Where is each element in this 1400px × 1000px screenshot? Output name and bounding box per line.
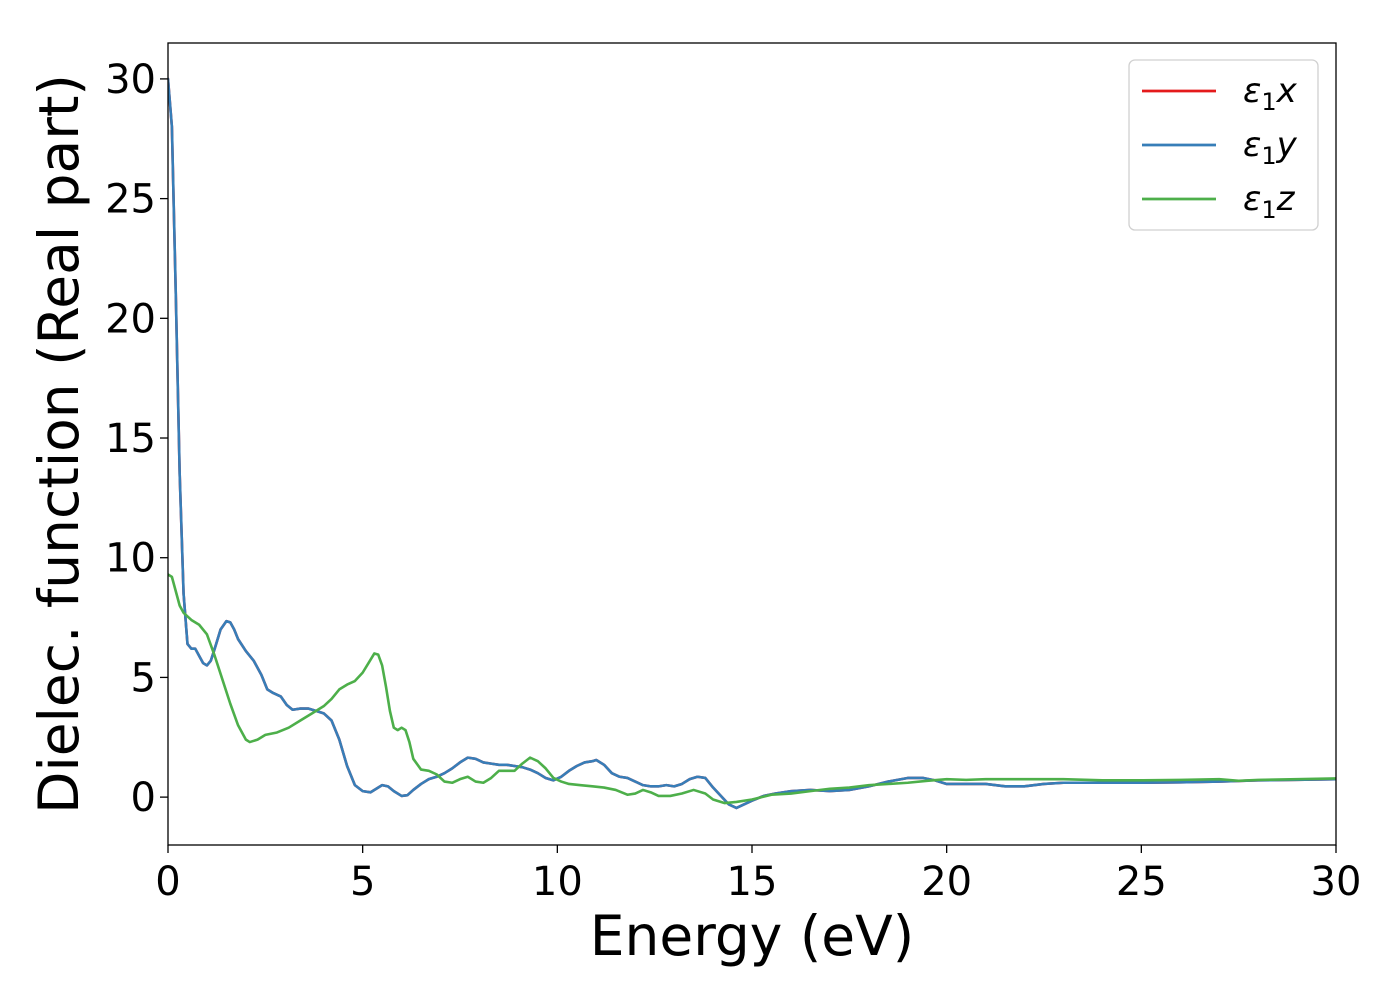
x-axis-ticks: 0 5 10 15 20 25 30	[155, 845, 1361, 905]
x-tick-label: 0	[155, 859, 180, 905]
x-tick-label: 30	[1311, 859, 1362, 905]
y-tick-label: 30	[105, 57, 156, 103]
y-tick-label: 5	[131, 655, 156, 701]
y-tick-label: 10	[105, 536, 156, 582]
x-axis-label: Energy (eV)	[590, 904, 914, 968]
x-tick-label: 5	[350, 859, 375, 905]
x-tick-label: 25	[1116, 859, 1167, 905]
legend: ε1x ε1y ε1z	[1128, 59, 1319, 231]
y-tick-label: 20	[105, 296, 156, 342]
x-tick-label: 20	[921, 859, 972, 905]
legend-entry-label: ε1y	[1243, 125, 1298, 170]
series-layer	[168, 77, 1336, 810]
y-tick-label: 15	[105, 416, 156, 462]
y-tick-label: 25	[105, 177, 156, 223]
y-tick-label: 0	[131, 775, 156, 821]
y-axis-label: Dielec. function (Real part)	[27, 74, 91, 814]
legend-entry-label: ε1x	[1243, 71, 1298, 116]
legend-box	[1128, 59, 1319, 231]
y-axis-ticks: 0 5 10 15 20 25 30	[105, 57, 168, 821]
series-line-z	[168, 573, 1336, 805]
legend-entry-label: ε1z	[1243, 179, 1296, 224]
x-tick-label: 10	[532, 859, 583, 905]
x-tick-label: 15	[727, 859, 778, 905]
